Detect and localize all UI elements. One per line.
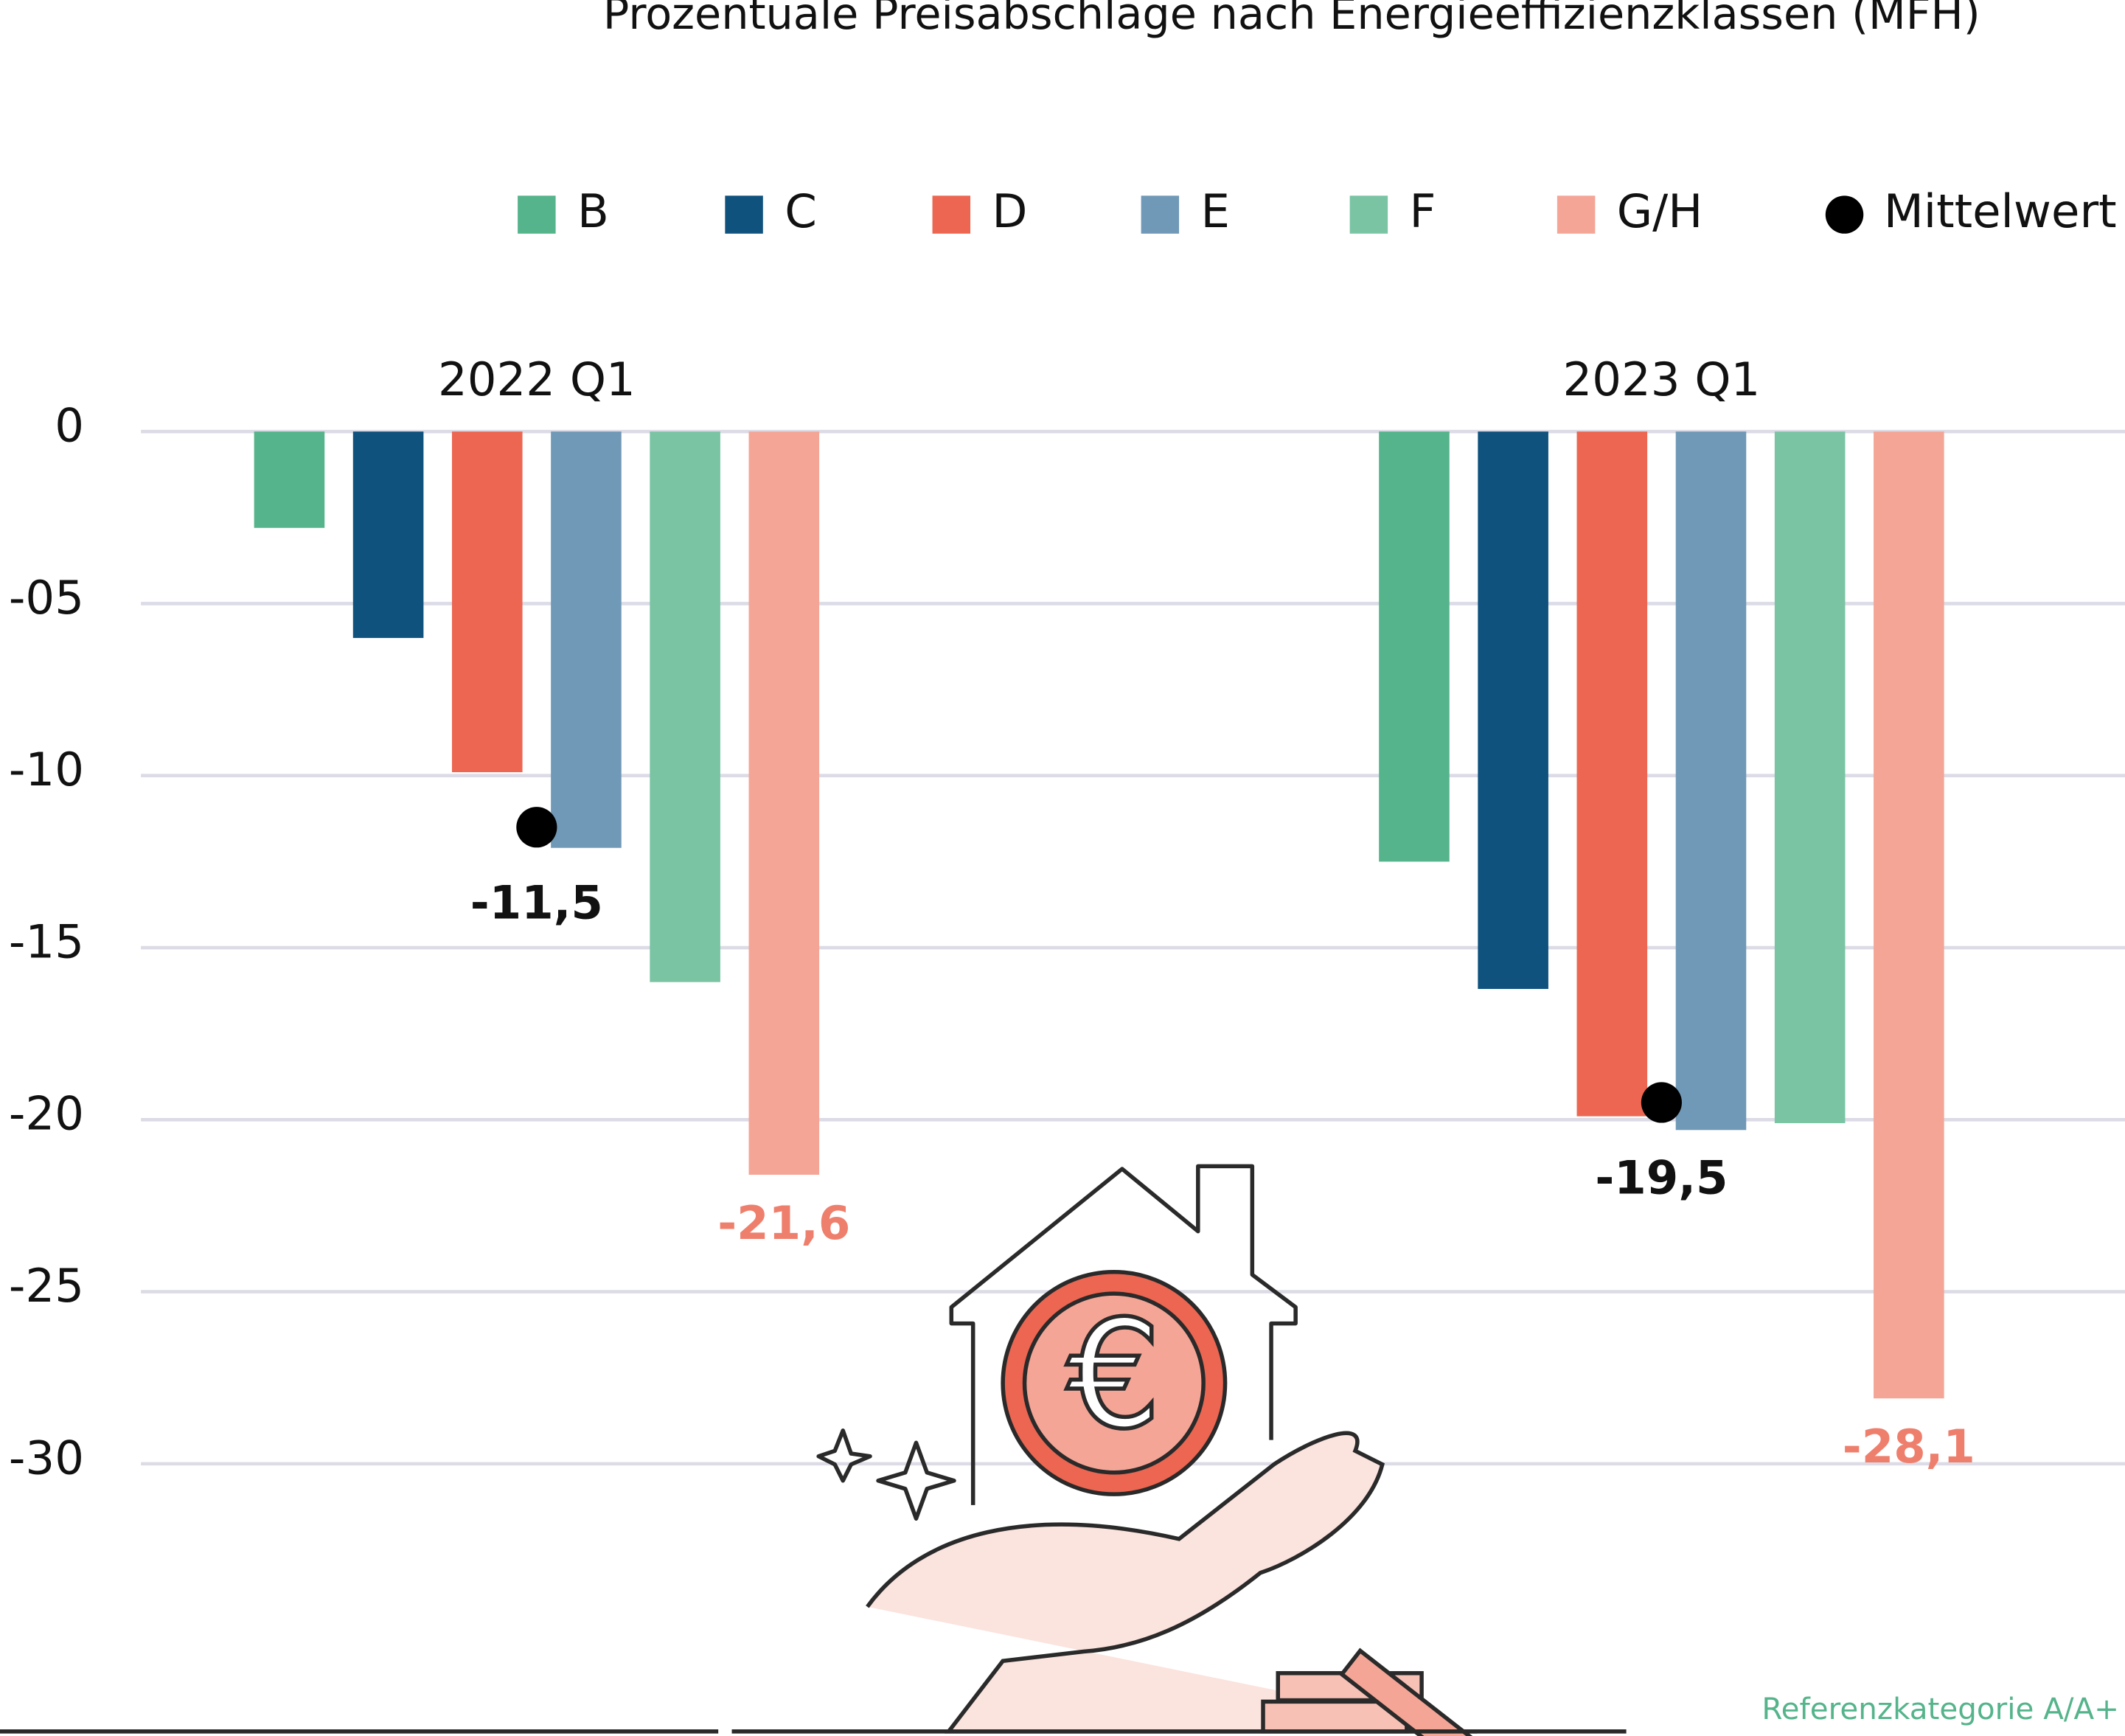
euro-icon: € <box>1067 1288 1162 1462</box>
bar <box>551 431 622 848</box>
y-tick-label: -20 <box>9 1087 84 1141</box>
y-tick-label: -15 <box>9 914 84 968</box>
y-tick-label: -05 <box>9 571 84 625</box>
legend-label: G/H <box>1617 184 1703 238</box>
y-tick-label: -10 <box>9 743 84 796</box>
bar <box>1478 431 1548 989</box>
legend-label: E <box>1200 184 1229 238</box>
legend-swatch <box>725 195 762 233</box>
legend-swatch <box>1141 195 1179 233</box>
chart: Prozentuale Preisabschläge nach Energiee… <box>0 0 2125 1736</box>
x-category-label: 2023 Q1 <box>1562 353 1760 406</box>
page: Prozentuale Preisabschläge nach Energiee… <box>0 0 2125 1736</box>
mean-dot <box>516 807 557 847</box>
chart-title: Prozentuale Preisabschläge nach Energiee… <box>603 0 1980 39</box>
y-tick-label: 0 <box>55 399 84 453</box>
legend-label: B <box>577 184 609 238</box>
bar <box>650 431 720 982</box>
sparkle-icon <box>818 1431 870 1481</box>
legend-label: F <box>1410 184 1436 238</box>
illustration: € <box>0 1166 1627 1736</box>
bar <box>749 431 820 1175</box>
bar <box>1577 431 1648 1116</box>
bar <box>1874 431 1944 1398</box>
legend-label: D <box>992 184 1027 238</box>
value-label: -28,1 <box>1843 1420 1975 1473</box>
y-tick-label: -30 <box>9 1431 84 1485</box>
legend-label: C <box>785 184 817 238</box>
y-tick-label: -25 <box>9 1259 84 1313</box>
sparkle-icon <box>878 1442 954 1518</box>
bar <box>1775 431 1846 1123</box>
value-label: -21,6 <box>717 1196 850 1250</box>
legend-swatch <box>518 195 555 233</box>
legend-swatch <box>933 195 970 233</box>
legend-swatch <box>1557 195 1595 233</box>
value-label: -11,5 <box>470 875 603 929</box>
legend-swatch <box>1350 195 1388 233</box>
value-label: -19,5 <box>1595 1151 1728 1205</box>
bar <box>353 431 424 638</box>
legend-label: Mittelwert <box>1884 184 2117 238</box>
bar <box>254 431 325 528</box>
bar <box>452 431 523 772</box>
bar <box>1379 431 1450 861</box>
legend-marker <box>1826 195 1863 233</box>
mean-dot <box>1641 1082 1682 1122</box>
footnote: Referenzkategorie A/A+ <box>1761 1691 2119 1726</box>
bar <box>1676 431 1747 1130</box>
x-category-label: 2022 Q1 <box>438 353 636 406</box>
